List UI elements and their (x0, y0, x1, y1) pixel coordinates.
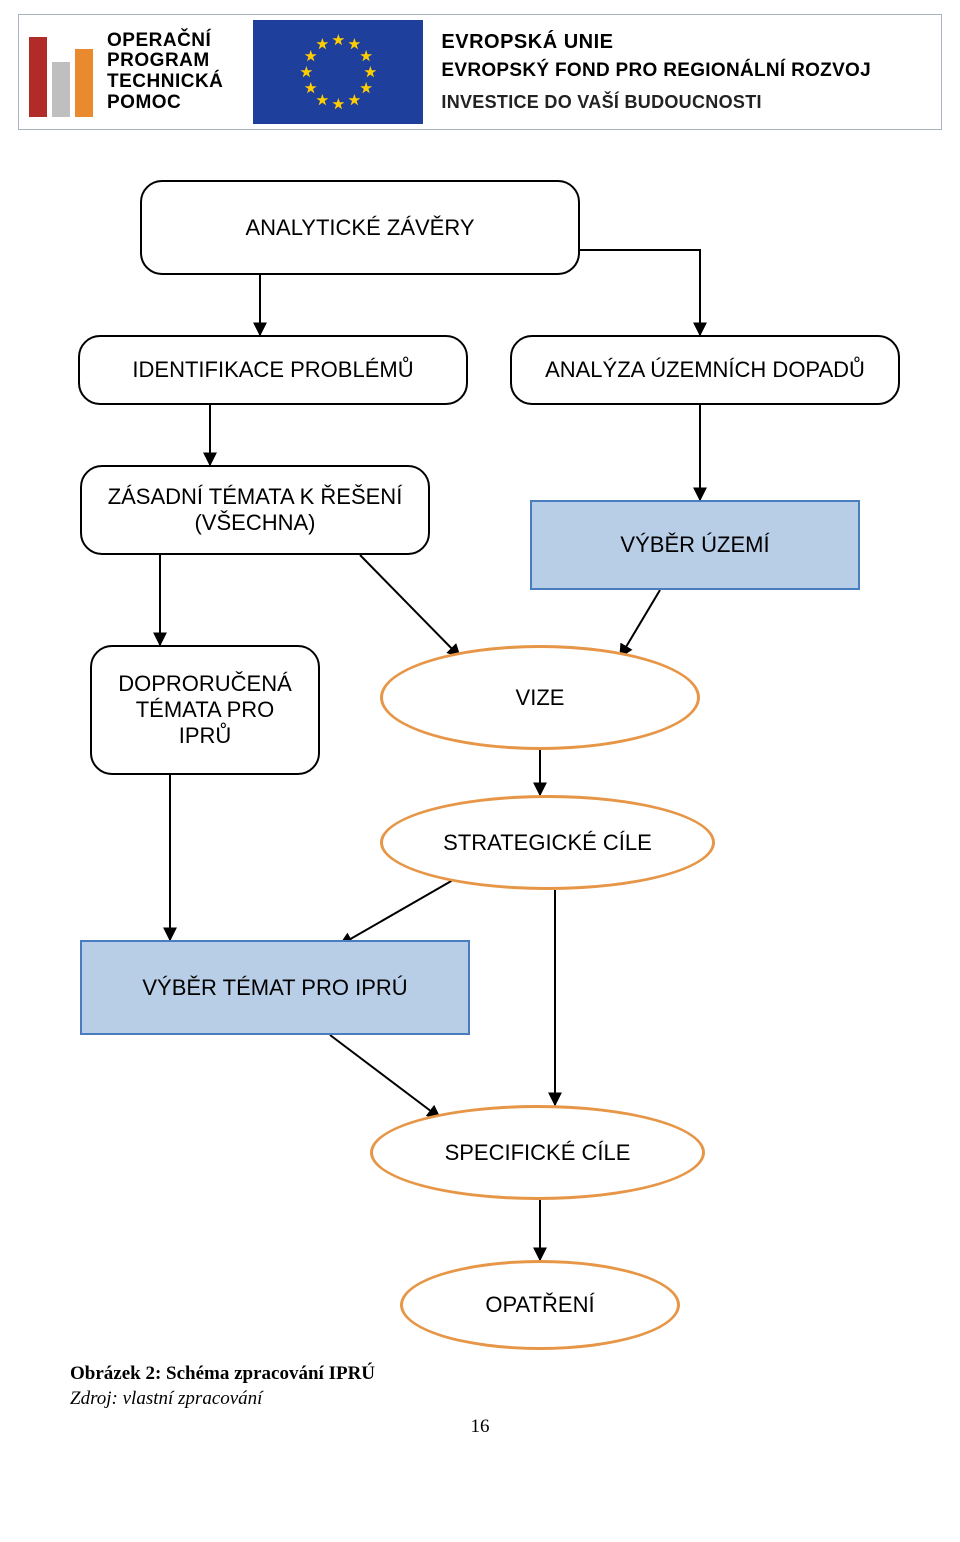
optp-bars-icon (29, 27, 93, 117)
eu-line-1: EVROPSKÁ UNIE (441, 31, 871, 54)
caption-source: Zdroj: vlastní zpracování (70, 1388, 375, 1410)
eu-star-icon: ★ (316, 91, 329, 109)
flowchart-node-n10: SPECIFICKÉ CÍLE (370, 1105, 705, 1200)
eu-flag-icon: ★★★★★★★★★★★★ (253, 20, 423, 124)
caption-title: Obrázek 2: Schéma zpracování IPRÚ (70, 1363, 375, 1385)
flowchart-edge-n5-n7 (620, 590, 660, 657)
eu-star-icon: ★ (348, 91, 361, 109)
figure-caption: Obrázek 2: Schéma zpracování IPRÚ Zdroj:… (70, 1363, 375, 1410)
node-label: VÝBĚR TÉMAT PRO IPRÚ (130, 975, 419, 1001)
eu-line-3: INVESTICE DO VAŠÍ BUDOUCNOSTI (441, 92, 871, 113)
flowchart-canvas: ANALYTICKÉ ZÁVĚRY IDENTIFIKACE PROBLÉMŮ AN… (0, 130, 960, 1450)
flowchart-edge-n1-n3 (580, 250, 700, 335)
eu-funding-banner: OPERAČNÍ PROGRAM TECHNICKÁ POMOC ★★★★★★★… (18, 14, 942, 130)
flowchart-edge-n9-n10 (330, 1035, 440, 1118)
optp-line-2: PROGRAM (107, 51, 223, 72)
node-label: IDENTIFIKACE PROBLÉMŮ (120, 357, 425, 383)
node-label: SPECIFICKÉ CÍLE (433, 1140, 643, 1166)
flowchart-edges (0, 130, 960, 1450)
optp-logo-text: OPERAČNÍ PROGRAM TECHNICKÁ POMOC (107, 31, 223, 113)
eu-star-icon: ★ (316, 35, 329, 53)
optp-line-3: TECHNICKÁ (107, 72, 223, 93)
eu-star-icon: ★ (332, 95, 345, 113)
node-label: STRATEGICKÉ CÍLE (431, 830, 664, 856)
flowchart-node-n11: OPATŘENÍ (400, 1260, 680, 1350)
page-number: 16 (0, 1416, 960, 1438)
eu-star-icon: ★ (359, 79, 372, 97)
node-label: ZÁSADNÍ TÉMATA K ŘEŠENÍ (VŠECHNA) (96, 484, 415, 536)
eu-star-icon: ★ (332, 31, 345, 49)
flowchart-edge-n4-n7 (360, 555, 460, 657)
flowchart-node-n4: ZÁSADNÍ TÉMATA K ŘEŠENÍ (VŠECHNA) (80, 465, 430, 555)
node-label: VIZE (504, 685, 577, 711)
eu-star-icon: ★ (304, 79, 317, 97)
flowchart-node-n5: VÝBĚR ÚZEMÍ (530, 500, 860, 590)
flowchart-edge-n8-n9 (340, 876, 460, 945)
flowchart-node-n6: DOPRORUČENÁ TÉMATA PRO IPRŮ (90, 645, 320, 775)
flowchart-node-n8: STRATEGICKÉ CÍLE (380, 795, 715, 890)
flowchart-node-n1: ANALYTICKÉ ZÁVĚRY (140, 180, 580, 275)
node-label: ANALYTICKÉ ZÁVĚRY (233, 215, 486, 241)
flowchart-node-n3: ANALÝZA ÚZEMNÍCH DOPADŮ (510, 335, 900, 405)
flowchart-node-n2: IDENTIFIKACE PROBLÉMŮ (78, 335, 468, 405)
eu-text-block: EVROPSKÁ UNIE EVROPSKÝ FOND PRO REGIONÁL… (441, 31, 871, 113)
eu-star-icon: ★ (300, 63, 313, 81)
node-label: VÝBĚR ÚZEMÍ (608, 532, 781, 558)
node-label: OPATŘENÍ (473, 1292, 606, 1318)
flowchart-node-n9: VÝBĚR TÉMAT PRO IPRÚ (80, 940, 470, 1035)
node-label: ANALÝZA ÚZEMNÍCH DOPADŮ (533, 357, 877, 383)
optp-logo: OPERAČNÍ PROGRAM TECHNICKÁ POMOC (29, 27, 223, 117)
flowchart-node-n7: VIZE (380, 645, 700, 750)
optp-line-1: OPERAČNÍ (107, 31, 223, 52)
node-label: DOPRORUČENÁ TÉMATA PRO IPRŮ (106, 671, 304, 749)
eu-line-2: EVROPSKÝ FOND PRO REGIONÁLNÍ ROZVOJ (441, 60, 871, 82)
optp-line-4: POMOC (107, 93, 223, 114)
